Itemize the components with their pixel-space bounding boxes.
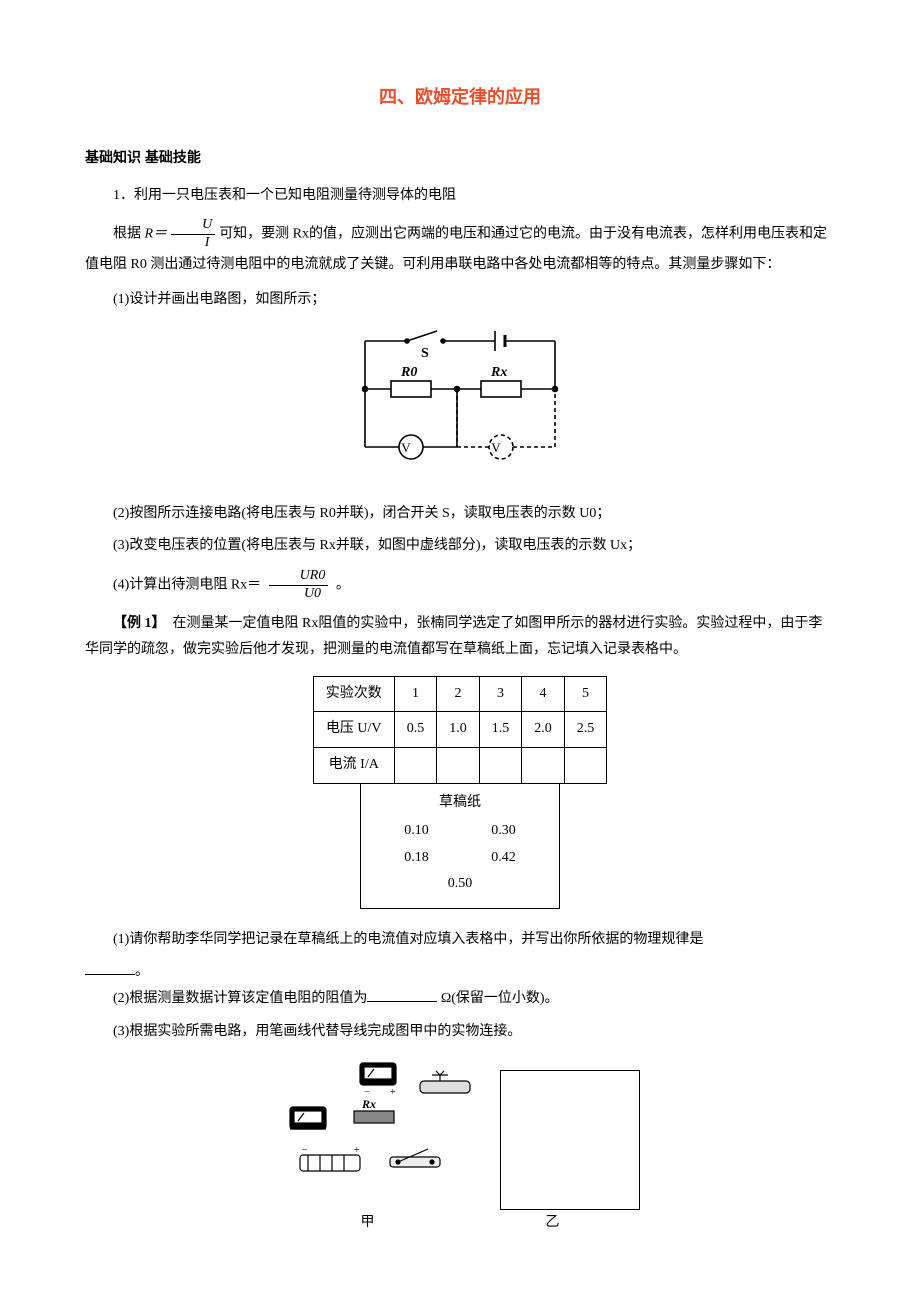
voltmeter-left-label: V: [401, 440, 411, 455]
example-1: 【例 1】 在测量某一定值电阻 Rx阻值的实验中，张楠同学选定了如图甲所示的器材…: [85, 611, 835, 664]
q1-text: (1)请你帮助李华同学把记录在草稿纸上的电流值对应填入表格中，并写出你所依据的物…: [113, 932, 703, 947]
formula-r-eq: R＝: [145, 227, 168, 242]
fraction-numerator: U: [171, 217, 215, 235]
v-1: 0.5: [394, 712, 437, 748]
circuit-diagram: S R0 Rx V V: [345, 327, 575, 472]
v-5: 2.5: [564, 712, 607, 748]
step4-num: UR0: [269, 568, 329, 586]
q1-blank-line: 。: [85, 959, 835, 986]
fraction-denominator: I: [171, 235, 215, 252]
voltage-label: 电压 U/V: [313, 712, 394, 748]
scratch-v1: 0.10: [404, 818, 429, 845]
apparatus-svg: − + Rx: [280, 1059, 480, 1199]
table-row-voltage: 电压 U/V 0.5 1.0 1.5 2.0 2.5: [313, 712, 607, 748]
voltmeter-right-label: V: [491, 440, 501, 455]
col-5: 5: [564, 676, 607, 712]
circuit-diagram-wrapper: S R0 Rx V V: [85, 327, 835, 483]
question-1: (1)请你帮助李华同学把记录在草稿纸上的电流值对应填入表格中，并写出你所依据的物…: [85, 927, 835, 954]
q2-unit: Ω(保留一位小数)。: [437, 991, 558, 1006]
col-2: 2: [437, 676, 480, 712]
svg-text:+: +: [354, 1145, 360, 1156]
formula-prefix: 根据: [113, 227, 145, 242]
question-2: (2)根据测量数据计算该定值电阻的阻值为 Ω(保留一位小数)。: [85, 986, 835, 1013]
step4-den: U0: [269, 586, 329, 603]
svg-text:+: +: [390, 1087, 396, 1098]
scratch-row-1: 0.10 0.30: [373, 818, 547, 845]
table-row-header: 实验次数 1 2 3 4 5: [313, 676, 607, 712]
v-4: 2.0: [522, 712, 565, 748]
i-5: [564, 747, 607, 783]
example-label: 【例 1】: [113, 616, 166, 631]
current-label: 电流 I/A: [313, 747, 394, 783]
q1-suffix: 。: [135, 964, 149, 979]
apparatus-figure: − + Rx: [85, 1059, 835, 1236]
i-1: [394, 747, 437, 783]
intro-1: 1．利用一只电压表和一个已知电阻测量待测导体的电阻: [85, 183, 835, 210]
step4-prefix: (4)计算出待测电阻 Rx＝: [113, 577, 265, 592]
section-header: 基础知识 基础技能: [85, 144, 835, 171]
step4-fraction: UR0 U0: [269, 568, 329, 603]
scratch-title: 草稿纸: [373, 790, 547, 817]
header-experiment: 实验次数: [313, 676, 394, 712]
scratch-paper: 草稿纸 0.10 0.30 0.18 0.42 0.50: [360, 784, 560, 909]
apparatus-right-box: [500, 1070, 640, 1210]
q2-prefix: (2)根据测量数据计算该定值电阻的阻值为: [113, 991, 367, 1006]
data-table: 实验次数 1 2 3 4 5 电压 U/V 0.5 1.0 1.5 2.0 2.…: [313, 676, 608, 784]
scratch-v5: 0.50: [448, 871, 473, 898]
step-1: (1)设计并画出电路图，如图所示；: [85, 287, 835, 314]
scratch-row-2: 0.18 0.42: [373, 845, 547, 872]
step4-suffix: 。: [332, 577, 350, 592]
col-3: 3: [479, 676, 522, 712]
step-2: (2)按图所示连接电路(将电压表与 R0并联)，闭合开关 S，读取电压表的示数 …: [85, 501, 835, 528]
apparatus-rx-label: Rx: [361, 1097, 376, 1111]
rx-label: Rx: [490, 365, 507, 380]
step-4: (4)计算出待测电阻 Rx＝ UR0 U0 。: [85, 568, 835, 603]
scratch-v2: 0.30: [491, 818, 516, 845]
example-text: 在测量某一定值电阻 Rx阻值的实验中，张楠同学选定了如图甲所示的器材进行实验。实…: [85, 616, 822, 658]
i-3: [479, 747, 522, 783]
scratch-row-3: 0.50: [373, 871, 547, 898]
scratch-v4: 0.42: [491, 845, 516, 872]
i-2: [437, 747, 480, 783]
formula-line-1: 根据 R＝ U I 可知，要测 Rx的值，应测出它两端的电压和通过它的电流。由于…: [85, 217, 835, 278]
v-3: 1.5: [479, 712, 522, 748]
switch-label: S: [421, 346, 429, 361]
i-4: [522, 747, 565, 783]
col-1: 1: [394, 676, 437, 712]
svg-text:−: −: [302, 1145, 308, 1156]
apparatus-left: − + Rx: [280, 1059, 480, 1210]
r0-label: R0: [400, 365, 417, 380]
page-title: 四、欧姆定律的应用: [85, 80, 835, 114]
v-2: 1.0: [437, 712, 480, 748]
col-4: 4: [522, 676, 565, 712]
caption-right: 乙: [546, 1210, 560, 1237]
step-3: (3)改变电压表的位置(将电压表与 Rx并联，如图中虚线部分)，读取电压表的示数…: [85, 533, 835, 560]
fraction-u-over-i: U I: [171, 217, 215, 252]
table-row-current: 电流 I/A: [313, 747, 607, 783]
scratch-v3: 0.18: [404, 845, 429, 872]
caption-left: 甲: [361, 1210, 375, 1237]
question-3: (3)根据实验所需电路，用笔画线代替导线完成图甲中的实物连接。: [85, 1019, 835, 1046]
